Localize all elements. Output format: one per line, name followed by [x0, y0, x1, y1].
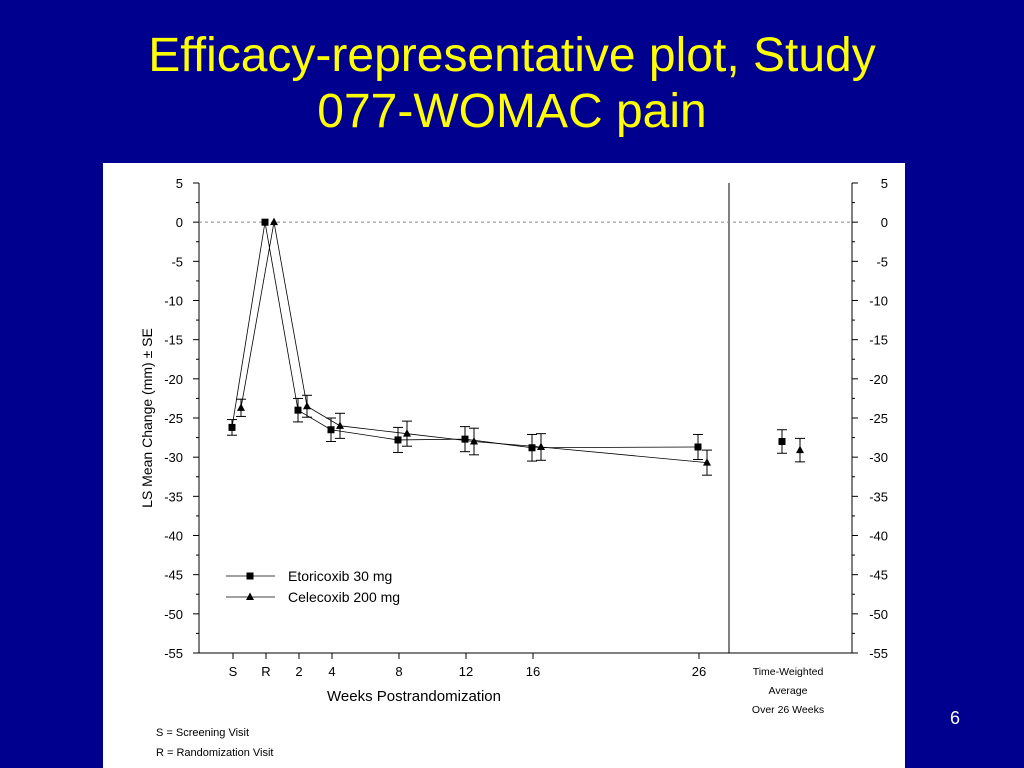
x-tick-label: 12 — [459, 664, 473, 679]
y-tick-label-right: -15 — [869, 333, 888, 348]
y-tick-label-right: -10 — [869, 294, 888, 309]
y-tick-label-left: -10 — [164, 294, 183, 309]
celecoxib-series-line — [240, 222, 708, 464]
celecoxib-point — [537, 442, 545, 450]
y-tick-label-left: -20 — [164, 372, 183, 387]
y-tick-label-right: -50 — [869, 607, 888, 622]
y-axis-label: LS Mean Change (mm) ± SE — [139, 328, 155, 508]
celecoxib-point — [303, 401, 311, 410]
y-tick-label-right: -30 — [869, 450, 888, 465]
y-tick-label-right: 0 — [881, 215, 888, 230]
celecoxib-point — [336, 421, 344, 429]
y-tick-label-right: -35 — [869, 489, 888, 504]
celecoxib-point — [470, 437, 478, 445]
slide-title-line1: Efficacy-representative plot, Study — [148, 29, 876, 82]
etoricoxib-point — [694, 443, 702, 451]
y-tick-label-left: 0 — [176, 215, 183, 230]
summary-label-line: Average — [769, 685, 808, 697]
y-tick-label-right: 5 — [881, 176, 888, 191]
celecoxib-point — [403, 429, 411, 437]
y-tick-label-left: -45 — [164, 568, 183, 583]
etoricoxib-point — [461, 435, 469, 443]
y-tick-label-left: -5 — [171, 254, 183, 269]
x-tick-label: 2 — [295, 664, 302, 679]
x-tick-label: S — [229, 664, 238, 679]
y-tick-label-left: -35 — [164, 489, 183, 504]
legend-marker — [246, 592, 254, 600]
legend-label: Celecoxib 200 mg — [288, 589, 400, 605]
y-tick-label-left: -30 — [164, 450, 183, 465]
page-number: 6 — [949, 708, 960, 728]
etoricoxib-point — [394, 436, 402, 444]
y-tick-label-left: -25 — [164, 411, 183, 426]
y-tick-label-right: -55 — [869, 646, 888, 661]
y-tick-label-right: -45 — [869, 568, 888, 583]
etoricoxib-point — [294, 406, 302, 414]
footnote: R = Randomization Visit — [156, 747, 274, 759]
x-tick-label: 8 — [395, 664, 402, 679]
y-tick-label-left: -50 — [164, 607, 183, 622]
etoricoxib-twa-point — [778, 438, 786, 445]
y-tick-label-right: -40 — [869, 529, 888, 544]
slide-title: Efficacy-representative plot, Study 077-… — [0, 28, 1024, 140]
x-tick-label: 16 — [526, 664, 540, 679]
summary-label-line: Over 26 Weeks — [752, 704, 824, 716]
y-tick-label-left: 5 — [176, 176, 183, 191]
y-tick-label-left: -15 — [164, 333, 183, 348]
womac-pain-chart: 5 5 0 0 -5 -5 -10 -10 -15 -15 -20 -20 -25 -25 -30 -30 -3… — [139, 176, 888, 759]
y-tick-label-right: -5 — [876, 254, 888, 269]
etoricoxib-point — [228, 423, 236, 431]
summary-label-line: Time-Weighted — [753, 666, 824, 678]
etoricoxib-point — [327, 426, 335, 434]
celecoxib-twa-point — [796, 445, 804, 454]
y-tick-label-right: -25 — [869, 411, 888, 426]
celecoxib-point — [270, 217, 278, 226]
legend-marker — [246, 572, 254, 580]
x-tick-label: 26 — [692, 664, 706, 679]
etoricoxib-point — [528, 444, 536, 452]
etoricoxib-series-line — [231, 222, 699, 449]
slide-title-line2: 077-WOMAC pain — [317, 85, 707, 138]
x-axis-label: Weeks Postrandomization — [327, 688, 501, 705]
y-tick-label-left: -40 — [164, 529, 183, 544]
celecoxib-point — [237, 403, 245, 411]
x-tick-label: 4 — [328, 664, 335, 679]
x-tick-label: R — [261, 664, 270, 679]
footnote: S = Screening Visit — [156, 727, 249, 739]
y-tick-label-right: -20 — [869, 372, 888, 387]
etoricoxib-point — [261, 218, 269, 226]
legend-label: Etoricoxib 30 mg — [288, 568, 392, 584]
celecoxib-point — [703, 458, 711, 466]
chart-panel: 5 5 0 0 -5 -5 -10 -10 -15 -15 -20 -20 -25 -25 -30 -30 -3… — [103, 163, 905, 768]
y-tick-label-left: -55 — [164, 646, 183, 661]
